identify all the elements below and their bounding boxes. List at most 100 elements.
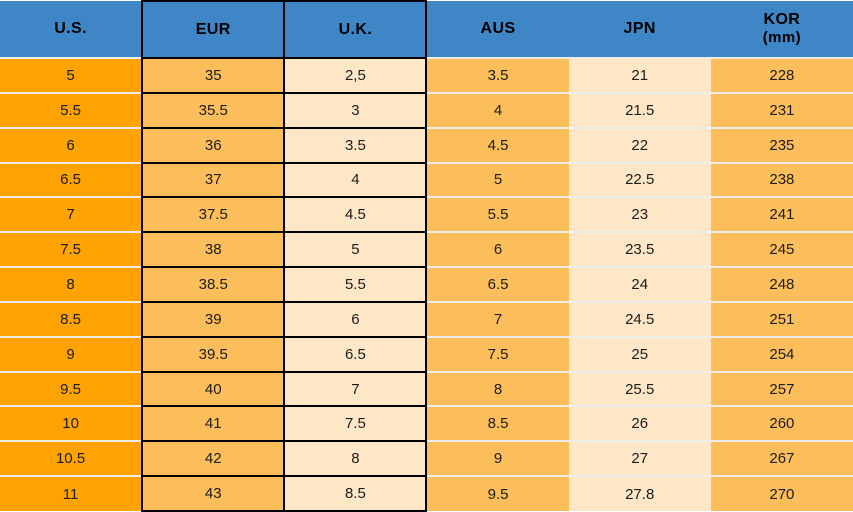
cell-uk: 5.5 bbox=[283, 266, 428, 303]
cell-us: 7.5 bbox=[0, 231, 143, 268]
cell-eur: 37 bbox=[141, 161, 286, 199]
table-row: 6 36 3.5 4.5 22 235 bbox=[0, 126, 853, 164]
cell-aus: 5.5 bbox=[426, 196, 569, 233]
cell-us: 8.5 bbox=[0, 300, 143, 337]
cell-jpn: 22.5 bbox=[568, 161, 711, 198]
cell-kor: 245 bbox=[710, 231, 853, 268]
header-label: U.S. bbox=[54, 20, 87, 37]
cell-eur: 40 bbox=[141, 370, 286, 408]
cell-jpn: 23.5 bbox=[568, 231, 711, 268]
table-row: 11 43 8.5 9.5 27.8 270 bbox=[0, 475, 853, 512]
table-row: 7 37.5 4.5 5.5 23 241 bbox=[0, 196, 853, 234]
cell-uk: 3 bbox=[283, 91, 428, 129]
cell-eur: 39 bbox=[141, 300, 286, 338]
cell-aus: 8 bbox=[426, 370, 569, 407]
table-header: U.S. EUR U.K. AUS JPN KOR (mm) bbox=[0, 0, 853, 59]
cell-uk: 7.5 bbox=[283, 405, 428, 443]
cell-uk: 8.5 bbox=[283, 475, 428, 512]
table-row: 10 41 7.5 8.5 26 260 bbox=[0, 405, 853, 443]
cell-eur: 41 bbox=[141, 405, 286, 443]
table-row: 8 38.5 5.5 6.5 24 248 bbox=[0, 266, 853, 303]
cell-uk: 4.5 bbox=[283, 196, 428, 234]
header-cell-aus: AUS bbox=[426, 1, 569, 58]
cell-eur: 35.5 bbox=[141, 91, 286, 129]
table-row: 5 35 2,5 3.5 21 228 bbox=[0, 57, 853, 94]
cell-us: 6.5 bbox=[0, 161, 143, 198]
cell-jpn: 25.5 bbox=[568, 370, 711, 407]
cell-us: 10 bbox=[0, 405, 143, 442]
cell-jpn: 22 bbox=[568, 126, 711, 163]
cell-kor: 254 bbox=[710, 335, 853, 372]
header-label: AUS bbox=[480, 20, 516, 37]
header-row: U.S. EUR U.K. AUS JPN KOR (mm) bbox=[0, 0, 853, 59]
cell-us: 9.5 bbox=[0, 370, 143, 407]
cell-us: 10.5 bbox=[0, 440, 143, 477]
header-label: JPN bbox=[623, 20, 656, 37]
cell-uk: 8 bbox=[283, 440, 428, 478]
cell-us: 9 bbox=[0, 335, 143, 372]
cell-aus: 9 bbox=[426, 440, 569, 477]
header-cell-uk: U.K. bbox=[283, 0, 428, 59]
cell-eur: 35 bbox=[141, 57, 286, 94]
cell-eur: 42 bbox=[141, 440, 286, 478]
cell-jpn: 21 bbox=[568, 57, 711, 93]
cell-aus: 4.5 bbox=[426, 126, 569, 163]
header-cell-jpn: JPN bbox=[568, 1, 711, 58]
cell-aus: 6.5 bbox=[426, 266, 569, 302]
table-row: 10.5 42 8 9 27 267 bbox=[0, 440, 853, 478]
header-label: EUR bbox=[195, 20, 231, 38]
cell-kor: 260 bbox=[710, 405, 853, 442]
header-cell-eur: EUR bbox=[141, 0, 286, 59]
cell-uk: 7 bbox=[283, 370, 428, 408]
cell-kor: 257 bbox=[710, 370, 853, 407]
table-row: 9.5 40 7 8 25.5 257 bbox=[0, 370, 853, 408]
table-row: 7.5 38 5 6 23.5 245 bbox=[0, 231, 853, 269]
cell-aus: 7 bbox=[426, 300, 569, 337]
cell-jpn: 23 bbox=[568, 196, 711, 233]
cell-kor: 238 bbox=[710, 161, 853, 198]
header-label: KOR bbox=[763, 10, 801, 28]
cell-jpn: 24.5 bbox=[568, 300, 711, 337]
cell-kor: 270 bbox=[710, 475, 853, 511]
table-row: 5.5 35.5 3 4 21.5 231 bbox=[0, 91, 853, 129]
cell-kor: 241 bbox=[710, 196, 853, 233]
cell-eur: 36 bbox=[141, 126, 286, 164]
table-body: 5 35 2,5 3.5 21 228 5.5 35.5 3 4 21.5 231 6 36 3.5 4.5 2… bbox=[0, 57, 853, 512]
cell-aus: 4 bbox=[426, 91, 569, 128]
cell-uk: 6 bbox=[283, 300, 428, 338]
header-cell-us: U.S. bbox=[0, 1, 143, 58]
cell-jpn: 24 bbox=[568, 266, 711, 302]
cell-us: 8 bbox=[0, 266, 143, 302]
cell-kor: 267 bbox=[710, 440, 853, 477]
cell-uk: 3.5 bbox=[283, 126, 428, 164]
cell-aus: 5 bbox=[426, 161, 569, 198]
cell-aus: 8.5 bbox=[426, 405, 569, 442]
cell-us: 6 bbox=[0, 126, 143, 163]
cell-aus: 6 bbox=[426, 231, 569, 268]
table-row: 8.5 39 6 7 24.5 251 bbox=[0, 300, 853, 338]
cell-uk: 5 bbox=[283, 231, 428, 269]
cell-kor: 251 bbox=[710, 300, 853, 337]
header-sublabel: (mm) bbox=[762, 28, 802, 46]
cell-jpn: 21.5 bbox=[568, 91, 711, 128]
cell-uk: 2,5 bbox=[283, 57, 428, 94]
cell-jpn: 26 bbox=[568, 405, 711, 442]
cell-uk: 6.5 bbox=[283, 335, 428, 373]
cell-kor: 231 bbox=[710, 91, 853, 128]
cell-eur: 38.5 bbox=[141, 266, 286, 303]
cell-jpn: 27.8 bbox=[568, 475, 711, 511]
cell-aus: 9.5 bbox=[426, 475, 569, 511]
cell-eur: 37.5 bbox=[141, 196, 286, 234]
cell-aus: 7.5 bbox=[426, 335, 569, 372]
cell-jpn: 25 bbox=[568, 335, 711, 372]
cell-us: 11 bbox=[0, 475, 143, 511]
cell-eur: 38 bbox=[141, 231, 286, 269]
header-label: U.K. bbox=[338, 20, 373, 38]
header-cell-kor: KOR (mm) bbox=[710, 1, 853, 58]
cell-kor: 235 bbox=[710, 126, 853, 163]
table-row: 6.5 37 4 5 22.5 238 bbox=[0, 161, 853, 199]
cell-aus: 3.5 bbox=[426, 57, 569, 93]
cell-eur: 39.5 bbox=[141, 335, 286, 373]
cell-eur: 43 bbox=[141, 475, 286, 512]
